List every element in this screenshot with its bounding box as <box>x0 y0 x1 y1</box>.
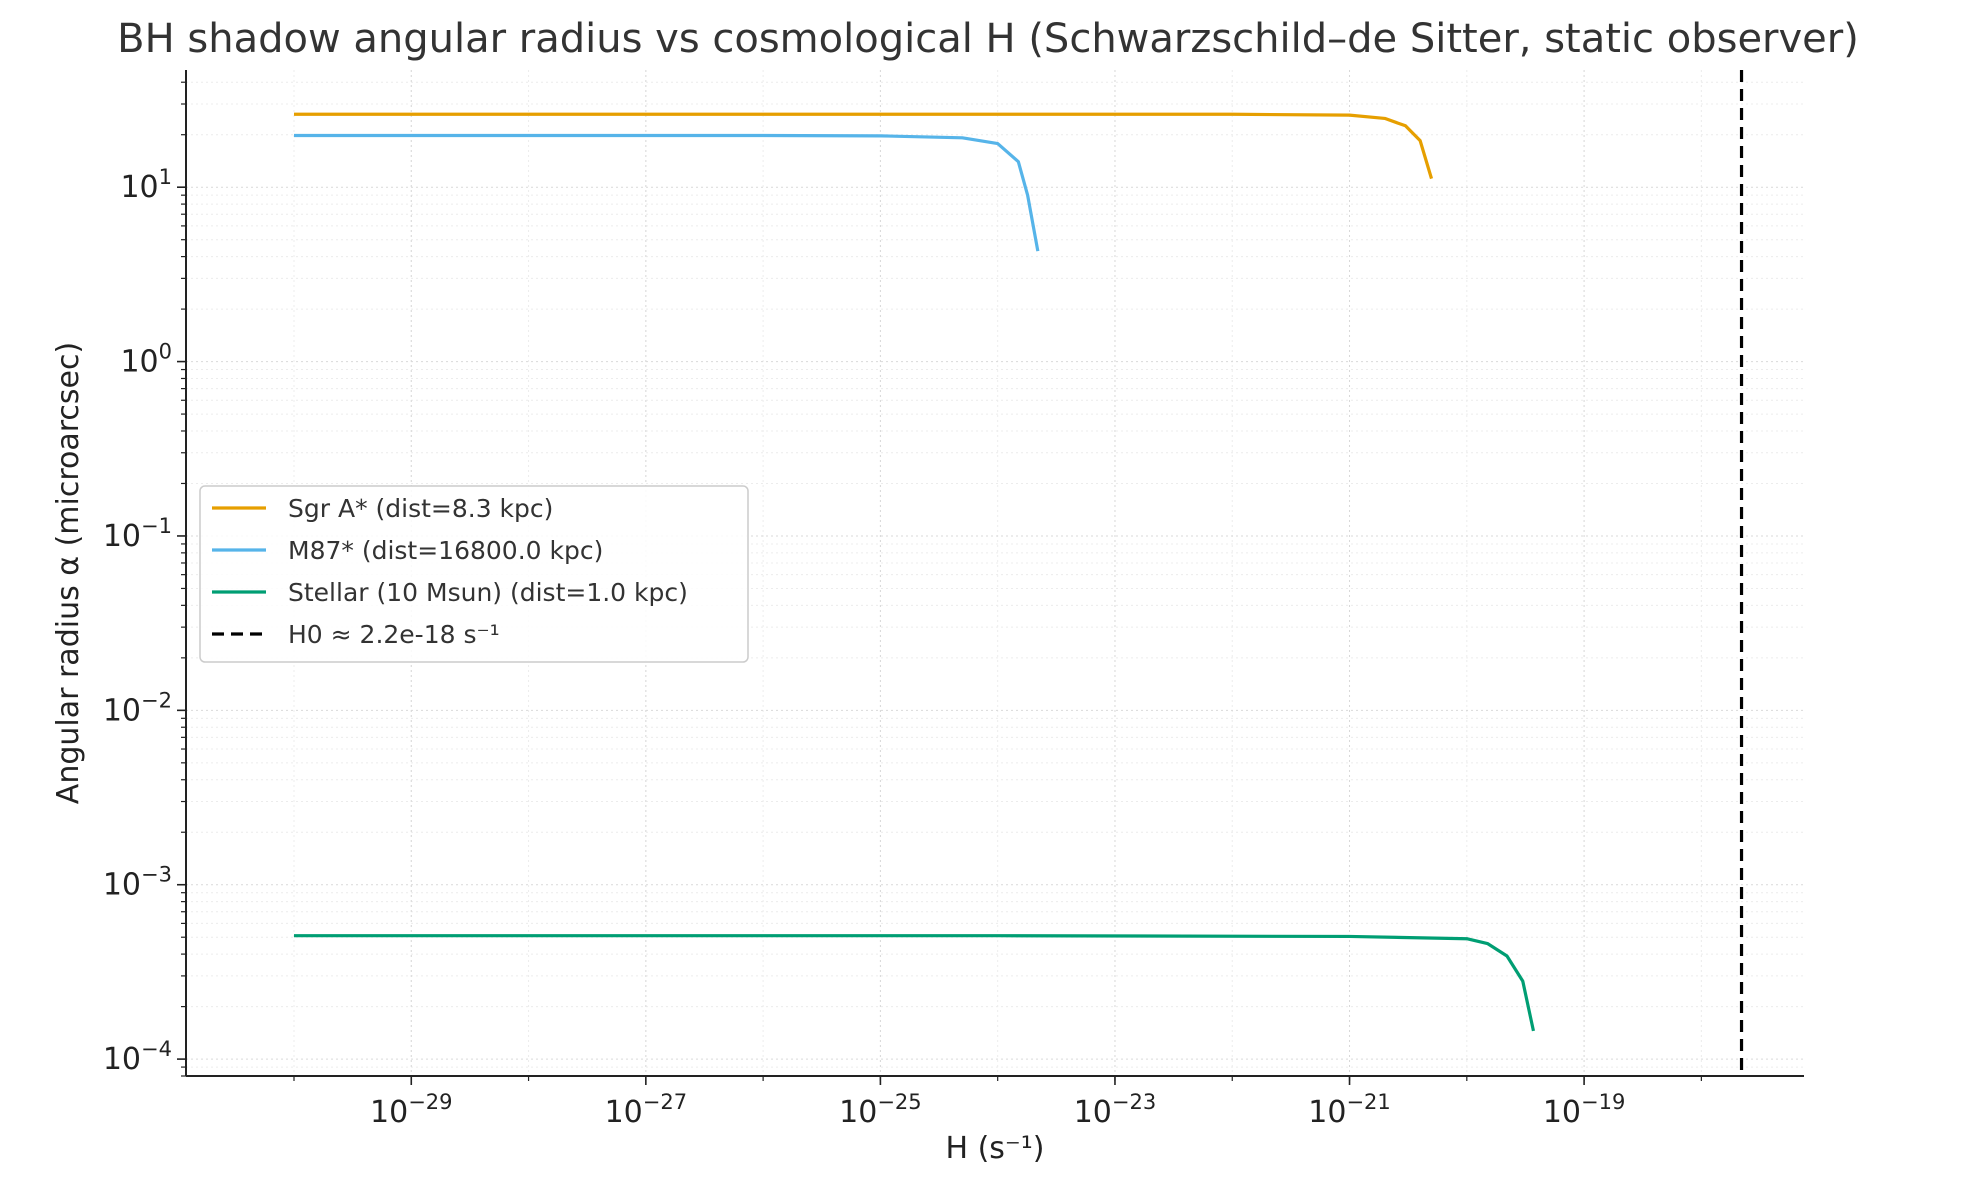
legend-label-4: H0 ≈ 2.2e-18 s⁻¹ <box>288 620 500 649</box>
x-tick-label: 10−23 <box>1074 1090 1157 1130</box>
y-tick-label: 101 <box>120 165 172 205</box>
legend-frame <box>199 485 749 663</box>
legend-label-1: Sgr A* (dist=8.3 kpc) <box>288 494 553 523</box>
x-tick-label: 10−27 <box>605 1090 688 1130</box>
chart-title: BH shadow angular radius vs cosmological… <box>117 16 1859 62</box>
series-line-1 <box>293 112 1434 180</box>
x-tick-label: 10−19 <box>1543 1090 1626 1130</box>
y-tick-label: 10−4 <box>103 1037 172 1077</box>
y-axis-label: Angular radius α (microarcsec) <box>51 342 86 804</box>
y-tick-label: 10−3 <box>103 863 172 903</box>
y-tick-label: 100 <box>120 340 172 380</box>
series-line-2 <box>293 133 1040 252</box>
series-line-3 <box>293 934 1536 1032</box>
x-tick-label: 10−29 <box>370 1090 453 1130</box>
x-tick-label: 10−25 <box>839 1090 922 1130</box>
y-tick-label: 10−2 <box>103 688 172 728</box>
x-axis-label: H (s⁻¹) <box>946 1131 1045 1166</box>
legend-label-3: Stellar (10 Msun) (dist=1.0 kpc) <box>288 578 688 607</box>
legend: Sgr A* (dist=8.3 kpc) M87* (dist=16800.0 … <box>199 485 749 663</box>
y-tick-label: 10−1 <box>103 514 172 554</box>
legend-label-2: M87* (dist=16800.0 kpc) <box>288 536 603 565</box>
plot-lines <box>293 70 1744 1076</box>
x-tick-label: 10−21 <box>1308 1090 1391 1130</box>
ticks: 101 100 10−1 10−2 10−3 10−4 10−29 10−27 10−25 10−… <box>103 81 1702 1130</box>
